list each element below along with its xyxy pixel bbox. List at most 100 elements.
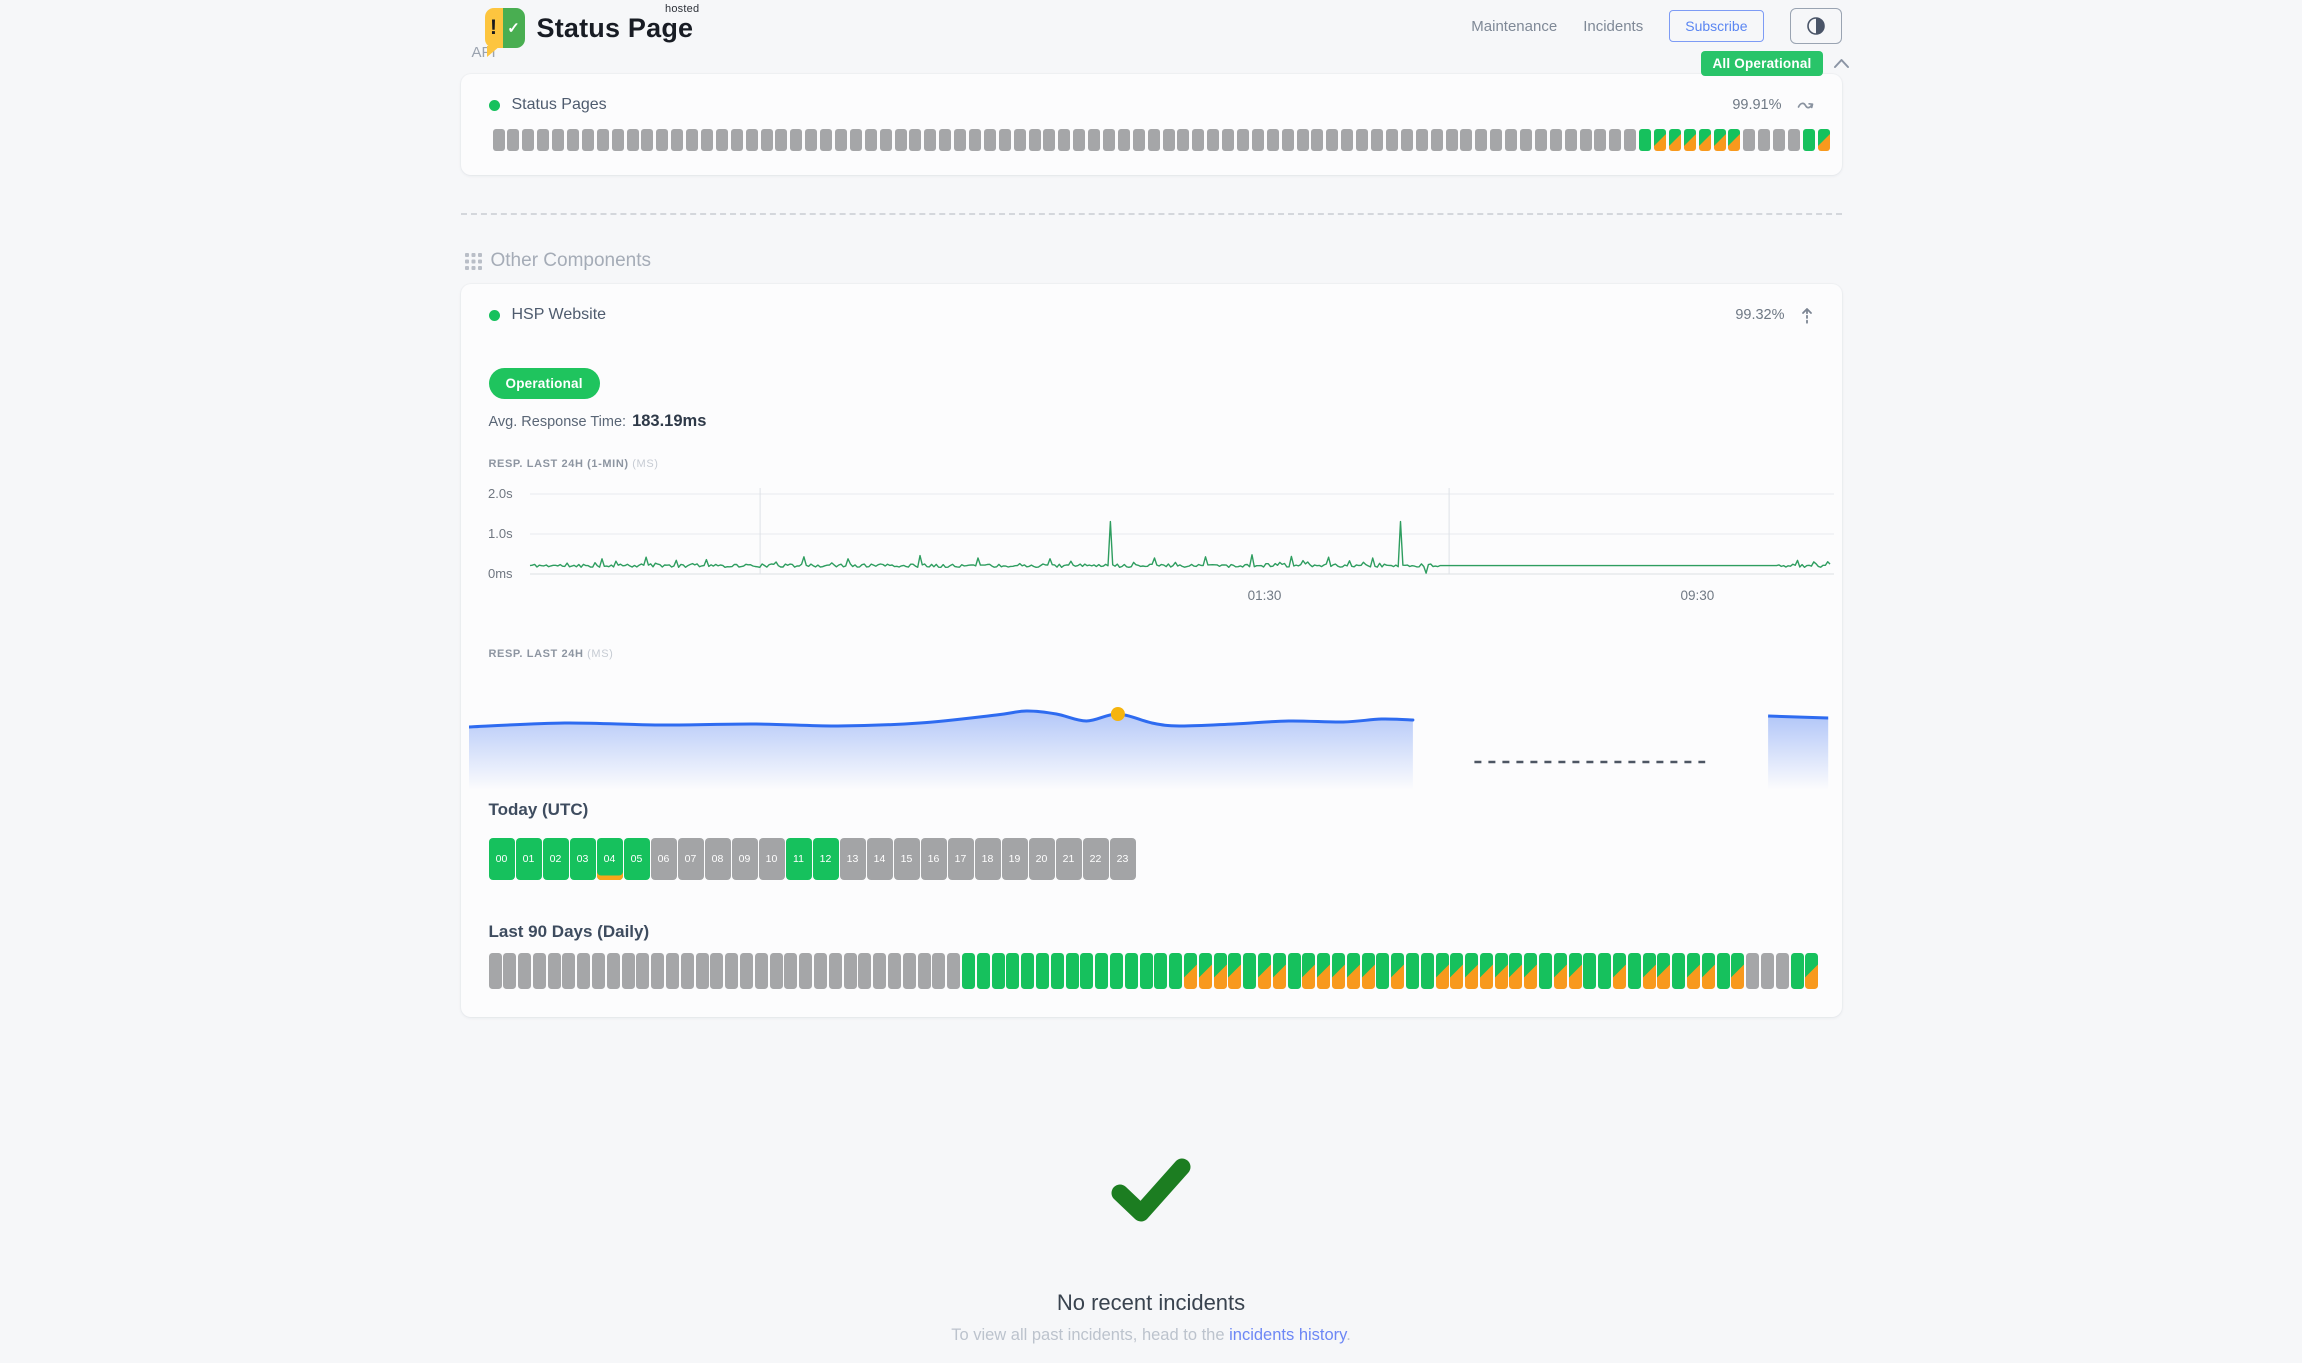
uptime-bar[interactable] [1579,129,1592,151]
uptime-bar[interactable] [725,953,739,989]
uptime-bar[interactable] [695,953,709,989]
uptime-bar[interactable] [740,953,754,989]
uptime-bar[interactable] [715,129,728,151]
uptime-bar[interactable] [656,129,669,151]
nav-maintenance[interactable]: Maintenance [1471,17,1558,35]
uptime-bar[interactable] [680,953,694,989]
uptime-bar[interactable] [1494,953,1508,989]
uptime-bar[interactable] [1021,953,1035,989]
uptime-bar[interactable] [1465,953,1479,989]
hour-block-00[interactable]: 00 [488,838,515,880]
uptime-bar[interactable] [1006,953,1020,989]
uptime-bar[interactable] [843,953,857,989]
uptime-bar[interactable] [849,129,862,151]
uptime-bar[interactable] [1183,953,1197,989]
uptime-bar[interactable] [1331,953,1345,989]
uptime-bar[interactable] [562,953,576,989]
uptime-bar[interactable] [769,953,783,989]
uptime-bar[interactable] [1775,953,1789,989]
uptime-bar[interactable] [1534,129,1547,151]
uptime-bar[interactable] [552,129,565,151]
uptime-bar[interactable] [828,953,842,989]
uptime-bar[interactable] [1139,953,1153,989]
uptime-bar[interactable] [1539,953,1553,989]
uptime-bar[interactable] [909,129,922,151]
uptime-bar[interactable] [1117,129,1130,151]
uptime-bar[interactable] [1207,129,1220,151]
uptime-bar[interactable] [566,129,579,151]
uptime-bar[interactable] [1371,129,1384,151]
uptime-bar[interactable] [1302,953,1316,989]
hour-block-16[interactable]: 16 [920,838,947,880]
uptime-bar[interactable] [1376,953,1390,989]
hour-block-21[interactable]: 21 [1055,838,1082,880]
hour-block-18[interactable]: 18 [974,838,1001,880]
uptime-bar[interactable] [1668,129,1681,151]
uptime-bar[interactable] [834,129,847,151]
uptime-bar[interactable] [1435,953,1449,989]
uptime-bar[interactable] [1713,129,1726,151]
uptime-bar[interactable] [1479,953,1493,989]
uptime-bar[interactable] [1132,129,1145,151]
hour-block-11[interactable]: 11 [785,838,812,880]
response-time-1min-chart[interactable]: 2.0s 1.0s 0ms 01:30 09:30 [484,476,1834,608]
uptime-bar[interactable] [1272,953,1286,989]
uptime-bar[interactable] [1346,953,1360,989]
uptime-bar[interactable] [1728,129,1741,151]
uptime-bar[interactable] [1177,129,1190,151]
uptime-bar[interactable] [1613,953,1627,989]
collapse-arrow-icon[interactable] [1800,307,1814,324]
uptime-bar[interactable] [1095,953,1109,989]
uptime-bar[interactable] [1013,129,1026,151]
collapse-chevron-icon[interactable] [1833,58,1850,69]
uptime-bar[interactable] [547,953,561,989]
uptime-bar[interactable] [1509,953,1523,989]
hour-block-13[interactable]: 13 [839,838,866,880]
uptime-bar[interactable] [1035,953,1049,989]
uptime-bar[interactable] [651,953,665,989]
hour-block-05[interactable]: 05 [623,838,650,880]
uptime-bar[interactable] [1420,953,1434,989]
uptime-bar[interactable] [1787,129,1800,151]
uptime-bar[interactable] [745,129,758,151]
uptime-bar[interactable] [1519,129,1532,151]
subscribe-button[interactable]: Subscribe [1669,10,1764,42]
uptime-bar[interactable] [932,953,946,989]
uptime-bar[interactable] [1758,129,1771,151]
uptime-bar[interactable] [1361,953,1375,989]
uptime-bar[interactable] [1490,129,1503,151]
uptime-bar[interactable] [1073,129,1086,151]
uptime-bar[interactable] [1192,129,1205,151]
uptime-bar[interactable] [636,953,650,989]
uptime-bar[interactable] [1716,953,1730,989]
uptime-bar[interactable] [1773,129,1786,151]
uptime-bar[interactable] [799,953,813,989]
uptime-bar[interactable] [784,953,798,989]
uptime-bar[interactable] [641,129,654,151]
uptime-bar[interactable] [1609,129,1622,151]
uptime-bar[interactable] [1450,953,1464,989]
uptime-bar[interactable] [1228,953,1242,989]
uptime-bar[interactable] [1698,129,1711,151]
uptime-bar[interactable] [814,953,828,989]
uptime-bar[interactable] [1147,129,1160,151]
hour-block-19[interactable]: 19 [1001,838,1028,880]
hour-block-17[interactable]: 17 [947,838,974,880]
uptime-bar[interactable] [503,953,517,989]
response-time-24h-chart[interactable] [468,664,1835,790]
uptime-bar[interactable] [1672,953,1686,989]
uptime-bar[interactable] [1251,129,1264,151]
uptime-bar[interactable] [686,129,699,151]
uptime-bar[interactable] [775,129,788,151]
uptime-bar[interactable] [1524,953,1538,989]
uptime-bar[interactable] [1475,129,1488,151]
hour-block-03[interactable]: 03 [569,838,596,880]
incidents-history-link[interactable]: incidents history [1229,1326,1347,1344]
uptime-bar[interactable] [1169,953,1183,989]
uptime-bar[interactable] [917,953,931,989]
uptime-bar[interactable] [1028,129,1041,151]
uptime-bar[interactable] [1445,129,1458,151]
uptime-bar[interactable] [1405,953,1419,989]
uptime-bar[interactable] [947,953,961,989]
uptime-bar[interactable] [1222,129,1235,151]
